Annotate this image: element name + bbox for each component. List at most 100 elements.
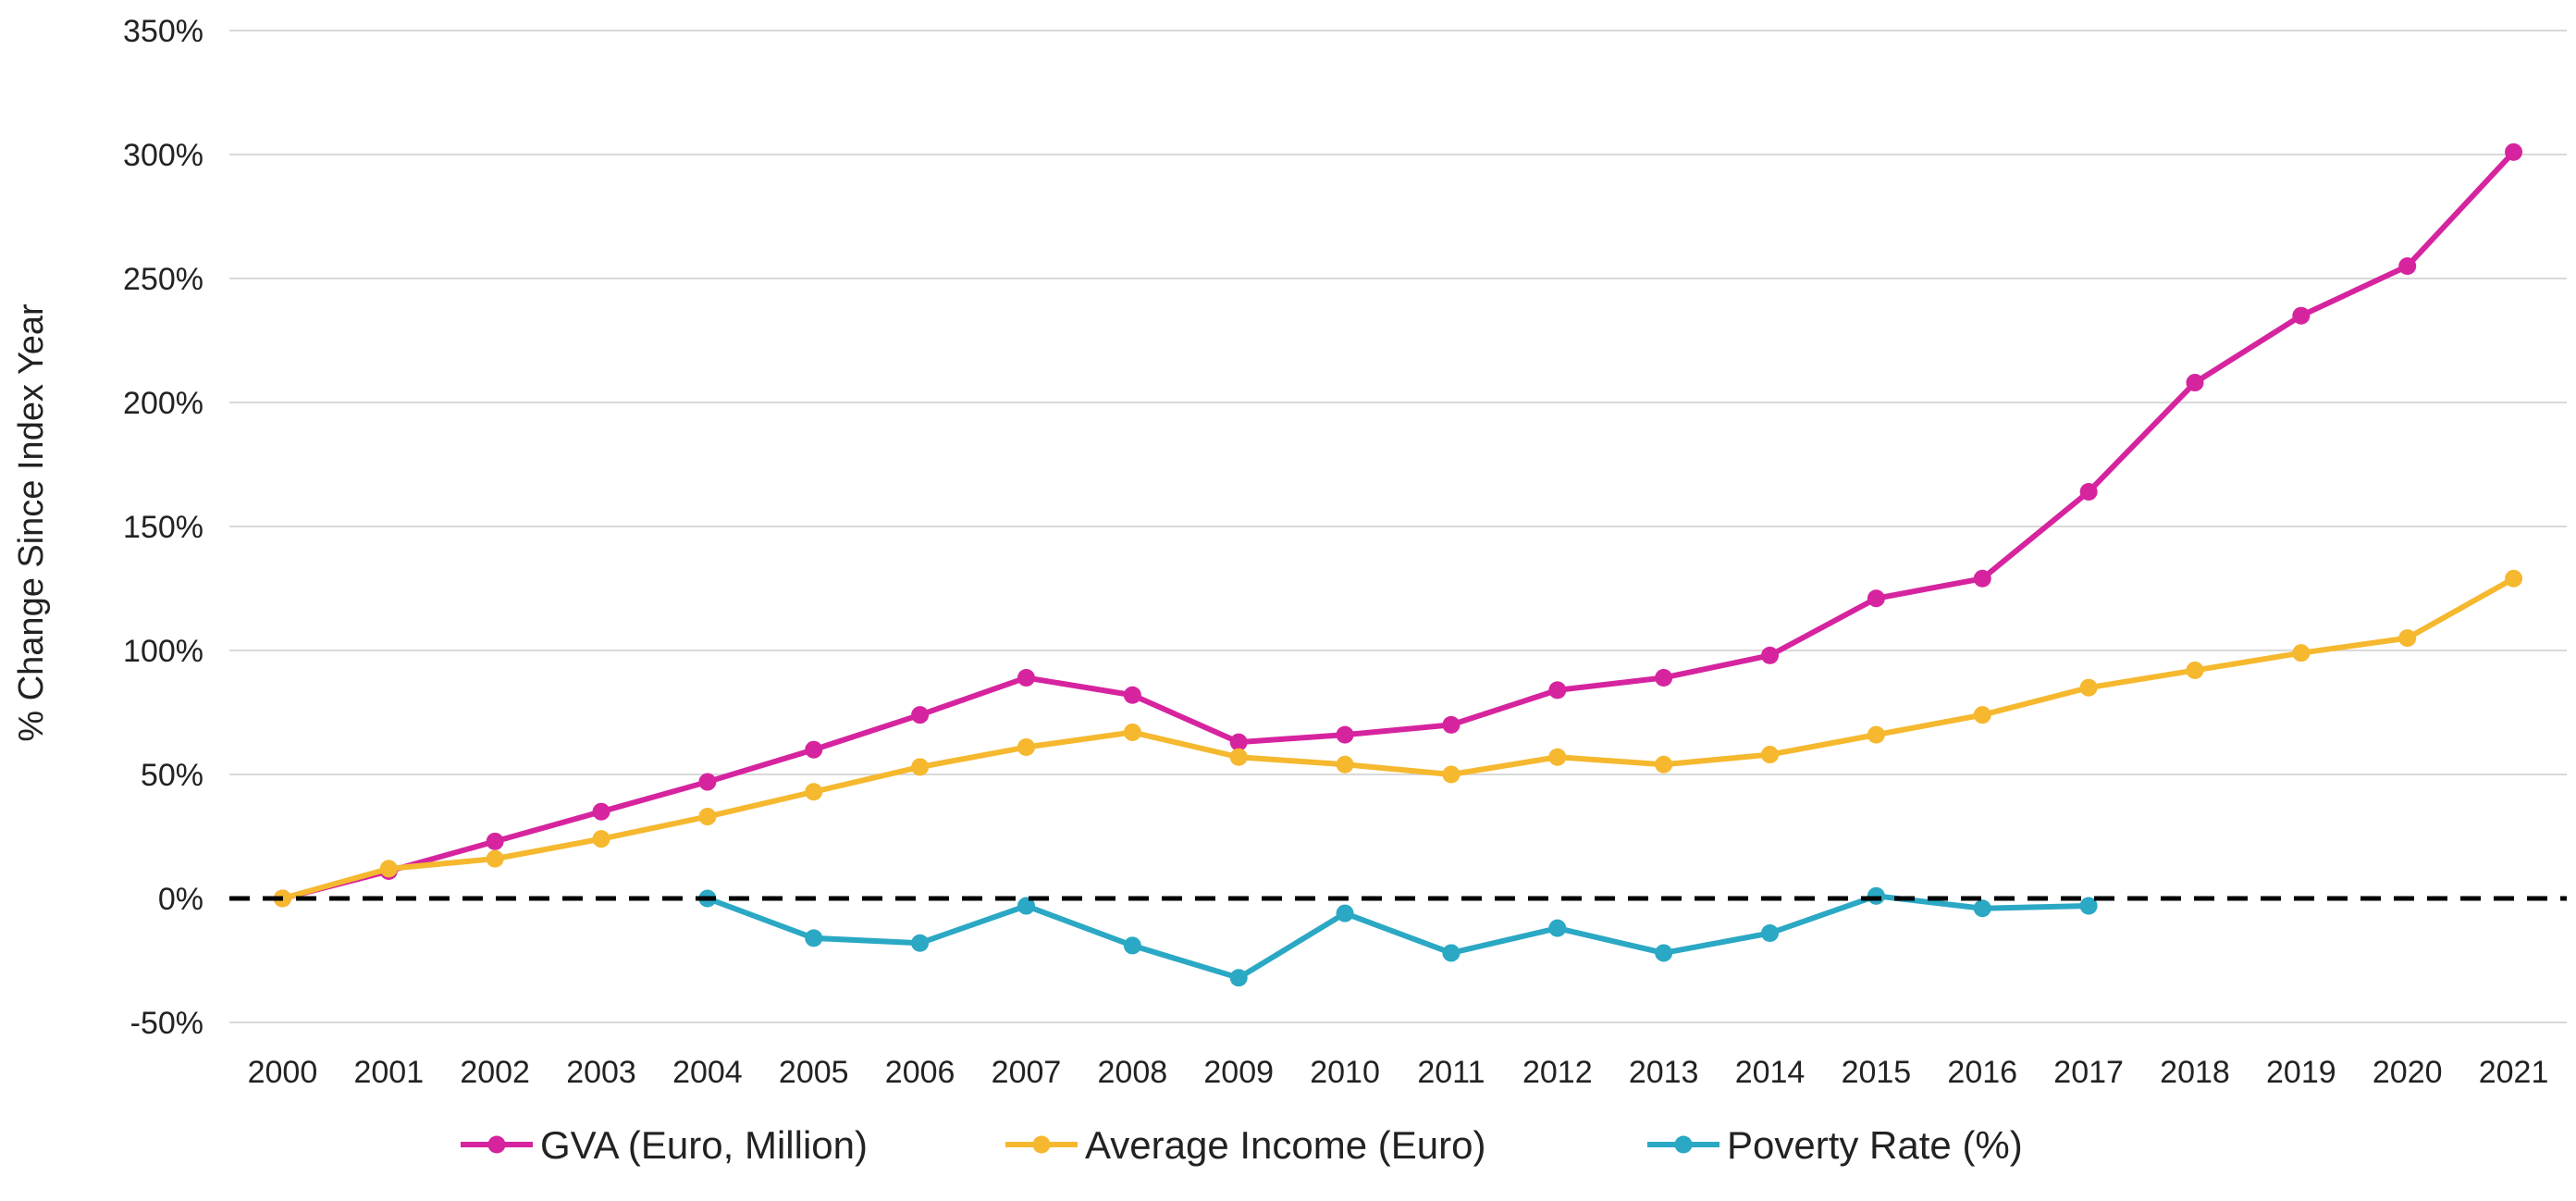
x-tick-label: 2020: [2373, 1055, 2443, 1090]
x-tick-label: 2009: [1203, 1055, 1274, 1090]
y-axis-title: % Change Since Index Year: [12, 303, 51, 742]
x-tick-label: 2004: [672, 1055, 743, 1090]
x-tick-label: 2015: [1842, 1055, 1912, 1090]
legend-swatch-marker: [1674, 1135, 1693, 1154]
data-point: [1761, 646, 1780, 664]
data-point: [2398, 257, 2417, 276]
x-tick-label: 2011: [1417, 1055, 1485, 1090]
data-point: [1973, 569, 1991, 588]
x-tick-label: 2007: [992, 1055, 1062, 1090]
data-point: [1336, 725, 1354, 744]
y-tick-label: 0%: [158, 882, 203, 917]
data-point: [592, 830, 610, 848]
data-point: [805, 740, 823, 759]
data-point: [1017, 897, 1035, 915]
data-point: [698, 808, 717, 826]
data-point: [1761, 924, 1780, 943]
data-point: [1017, 738, 1035, 757]
data-point: [1123, 723, 1141, 741]
data-point: [1442, 765, 1461, 784]
series-layer: [229, 142, 2567, 987]
legend-swatch-marker: [1032, 1135, 1051, 1154]
data-point: [1761, 746, 1780, 764]
x-tick-label: 2008: [1098, 1055, 1168, 1090]
legend-label: Poverty Rate (%): [1727, 1123, 2023, 1167]
data-point: [1655, 944, 1673, 962]
y-tick-label: 150%: [123, 510, 203, 545]
grid-layer: [229, 30, 2567, 1023]
data-point: [1123, 936, 1141, 955]
data-point: [592, 802, 610, 821]
data-point: [805, 783, 823, 801]
x-tick-label: 2005: [779, 1055, 849, 1090]
data-point: [1123, 686, 1141, 704]
x-tick-label: 2021: [2479, 1055, 2549, 1090]
data-point: [2186, 661, 2204, 679]
x-tick-label: 2002: [460, 1055, 530, 1090]
data-point: [1336, 904, 1354, 922]
y-tick-label: 200%: [123, 386, 203, 421]
legend: GVA (Euro, Million) Average Income (Euro)…: [461, 1123, 2023, 1167]
x-tick-label: 2006: [885, 1055, 955, 1090]
data-point: [698, 773, 717, 791]
data-point: [1442, 715, 1461, 734]
y-tick-label: 350%: [123, 14, 203, 49]
data-point: [2079, 482, 2098, 501]
data-point: [1867, 886, 1885, 905]
data-point: [2398, 629, 2417, 648]
data-point: [2292, 644, 2311, 662]
series-line: [281, 576, 2516, 901]
data-point: [1655, 668, 1673, 687]
series-line: [706, 893, 2089, 981]
series-1: [273, 142, 2523, 908]
data-point: [2079, 897, 2098, 915]
y-tick-label: 50%: [141, 758, 203, 793]
data-point: [911, 758, 930, 776]
x-tick-label: 2013: [1629, 1055, 1699, 1090]
data-point: [486, 849, 504, 868]
data-point: [1548, 919, 1567, 937]
data-point: [486, 832, 504, 850]
x-tick-label: 2018: [2160, 1055, 2230, 1090]
x-tick-label: 2016: [1947, 1055, 2017, 1090]
x-tick-label: 2012: [1522, 1055, 1593, 1090]
data-point: [1442, 944, 1461, 962]
x-tick-label: 2014: [1735, 1055, 1806, 1090]
legend-item: GVA (Euro, Million): [461, 1123, 868, 1167]
data-point: [805, 929, 823, 947]
data-point: [2505, 142, 2523, 161]
legend-item: Average Income (Euro): [1005, 1123, 1485, 1167]
legend-label: Average Income (Euro): [1085, 1123, 1485, 1167]
data-point: [1973, 899, 1991, 918]
data-point: [1336, 755, 1354, 774]
y-tick-label: 250%: [123, 262, 203, 297]
x-tick-label: 2001: [353, 1055, 424, 1090]
x-axis-ticks: 2000 2001 2002 2003 2004 2005 2006 2007 2008 2009…: [248, 1055, 2549, 1090]
y-tick-label: 300%: [123, 138, 203, 173]
data-point: [1229, 748, 1248, 766]
series-3: [698, 886, 2098, 987]
data-point: [1017, 668, 1035, 687]
data-point: [2186, 374, 2204, 392]
data-point: [379, 860, 398, 878]
y-tick-label: -50%: [130, 1006, 203, 1041]
data-point: [911, 934, 930, 952]
data-point: [2292, 306, 2311, 325]
x-tick-label: 2003: [566, 1055, 636, 1090]
data-point: [1867, 725, 1885, 744]
data-point: [1548, 681, 1567, 700]
legend-label: GVA (Euro, Million): [540, 1123, 868, 1167]
x-tick-label: 2000: [248, 1055, 318, 1090]
data-point: [1973, 706, 1991, 724]
data-point: [1867, 589, 1885, 608]
data-point: [2505, 569, 2523, 588]
data-point: [1655, 755, 1673, 774]
legend-item: Poverty Rate (%): [1647, 1123, 2023, 1167]
data-point: [1548, 748, 1567, 766]
data-point: [1229, 969, 1248, 987]
y-axis-ticks: -50% 0% 50% 100% 150% 200% 250% 300% 350%: [123, 14, 203, 1041]
data-point: [1229, 733, 1248, 751]
y-tick-label: 100%: [123, 634, 203, 669]
